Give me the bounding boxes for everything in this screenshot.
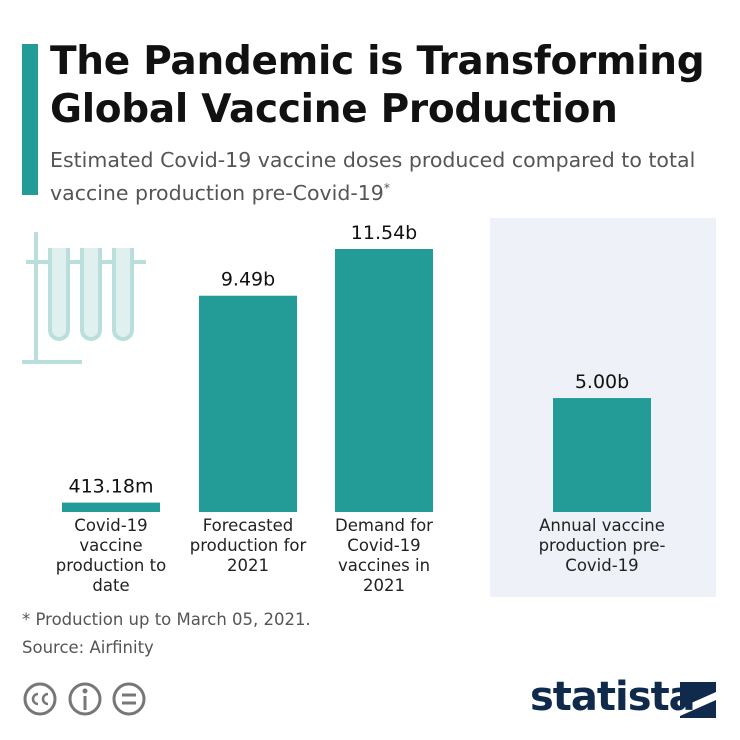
value-label: 9.49b xyxy=(221,269,275,291)
value-label: 413.18m xyxy=(69,476,154,498)
source: Source: Airfinity xyxy=(22,638,154,657)
brand-logo-mark xyxy=(680,682,716,718)
category-label: Forecasted production for 2021 xyxy=(189,516,307,575)
value-label: 5.00b xyxy=(575,371,629,393)
category-label: Covid-19 vaccine production to date xyxy=(55,516,167,595)
test-tube-icon xyxy=(22,232,146,364)
bar xyxy=(199,295,297,512)
brand: statista xyxy=(530,674,696,720)
bar xyxy=(335,249,433,512)
bar xyxy=(553,398,651,512)
subtitle-note-marker: * xyxy=(383,181,390,195)
bar xyxy=(62,502,160,512)
accent-bar xyxy=(22,44,38,195)
license-icons xyxy=(23,682,146,716)
value-label: 11.54b xyxy=(351,222,417,244)
chart-subtitle: Estimated Covid-19 vaccine doses produce… xyxy=(50,146,720,207)
chart-title: The Pandemic is Transforming Global Vacc… xyxy=(50,39,705,132)
subtitle-text: Estimated Covid-19 vaccine doses produce… xyxy=(50,148,696,205)
category-label: Annual vaccine production pre-Covid-19 xyxy=(538,516,666,575)
footnote: * Production up to March 05, 2021. xyxy=(22,610,311,629)
category-label: Demand for Covid-19 vaccines in 2021 xyxy=(335,516,433,595)
